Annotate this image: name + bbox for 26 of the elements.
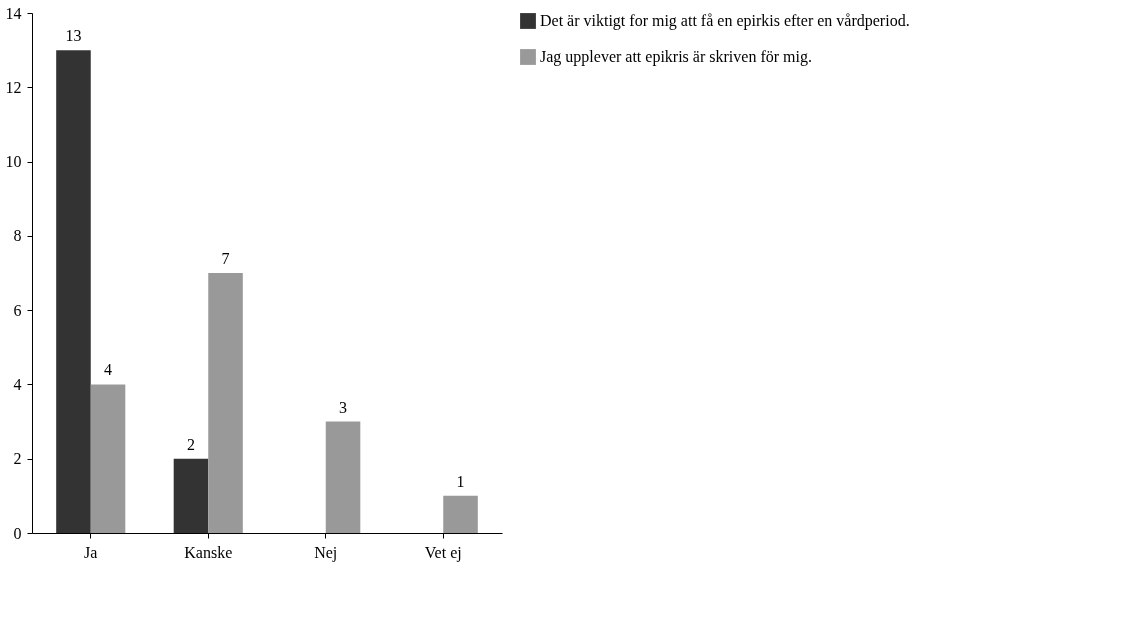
y-tick-label: 4 [13,375,22,393]
y-tick-label: 12 [5,78,22,96]
x-tick-label: Ja [84,543,98,561]
bar [173,458,209,533]
y-tick-label: 0 [13,524,22,542]
y-tick-label: 8 [13,227,22,245]
data-label: 7 [221,250,230,267]
x-tick-label: Nej [314,543,338,562]
y-tick-label: 14 [5,4,22,22]
bar [90,384,126,533]
y-tick-label: 6 [13,301,22,319]
y-tick-label: 10 [5,153,22,171]
x-tick-label: Vet ej [424,543,462,562]
bar [443,495,478,533]
data-label: 2 [186,435,195,453]
data-label: 3 [339,398,348,416]
data-label: 4 [104,361,113,379]
data-label: 1 [456,472,465,490]
bar [56,50,91,533]
y-tick-label: 2 [13,450,22,468]
bar [325,421,361,533]
legend-label: Det är viktigt for mig att få en epirkis efter en vårdperiod. [540,12,910,30]
x-tick-label: Kanske [184,543,233,561]
bar [208,273,243,533]
data-label: 13 [65,27,82,45]
legend-label: Jag upplever att epikris är skriven för mig. [540,48,812,66]
